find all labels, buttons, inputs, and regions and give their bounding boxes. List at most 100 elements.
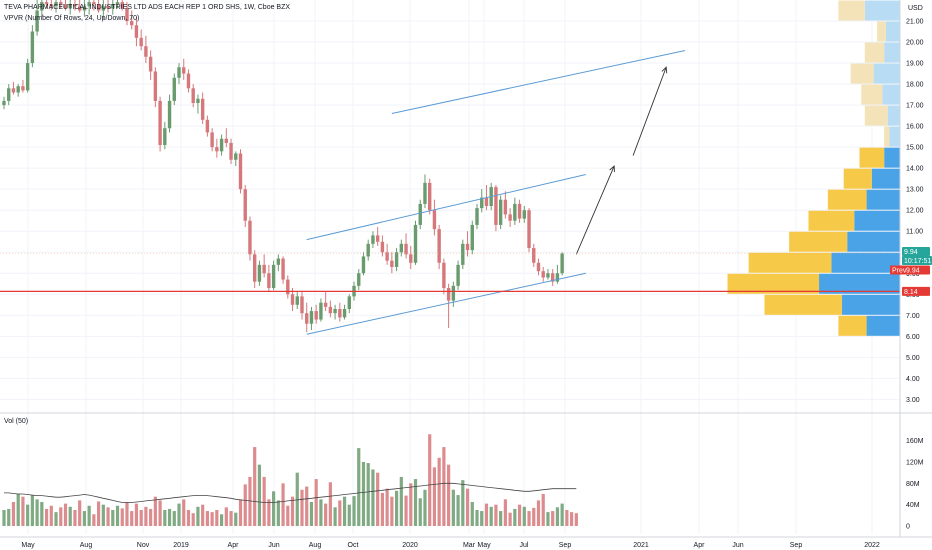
candle: [465, 231, 470, 257]
candle: [49, 0, 53, 11]
volume-bar: [82, 511, 87, 526]
volume-bar: [517, 504, 522, 526]
volume-bar: [338, 500, 342, 526]
volume-bar: [295, 472, 299, 526]
candle-body: [498, 199, 503, 225]
candle-body: [399, 243, 404, 253]
candle-body: [177, 67, 181, 78]
volume-bar: [7, 508, 11, 526]
vpvr-down-bar: [748, 252, 832, 273]
candle-body: [560, 253, 564, 274]
trend-drawings[interactable]: [0, 49, 900, 335]
volume-bar: [224, 507, 228, 526]
volume-bar: [376, 472, 380, 526]
volume-bar: [328, 482, 332, 526]
support-price-tag: 8.14: [904, 289, 918, 296]
candle: [385, 243, 389, 265]
candle: [106, 0, 110, 13]
candle: [513, 197, 517, 225]
price-tick-label: 18.00: [906, 82, 924, 89]
volume-bar: [484, 503, 489, 526]
volume-bar: [390, 496, 394, 526]
volume-bar: [461, 480, 465, 526]
candle-body: [508, 214, 512, 221]
candle: [522, 206, 526, 223]
candle-body: [257, 264, 262, 282]
candle-body: [527, 210, 531, 249]
candle-body: [281, 258, 285, 280]
volume-bar: [574, 513, 578, 526]
volume-bar: [570, 512, 574, 526]
volume-bar: [432, 467, 437, 526]
candle-body: [361, 256, 366, 274]
volume-bar: [139, 510, 143, 526]
candle: [200, 92, 205, 125]
candle: [432, 199, 437, 236]
candle-body: [44, 2, 49, 5]
volume-tick-label: 120M: [906, 460, 924, 467]
candle-body: [418, 203, 422, 225]
candle-body: [513, 203, 517, 221]
volume-bar: [551, 511, 555, 526]
candle: [503, 191, 508, 219]
candle-body: [413, 224, 418, 263]
vpvr-down-bar: [877, 21, 886, 42]
volume-bar: [503, 499, 507, 526]
vpvr-up-bar: [819, 273, 900, 294]
price-tick-label: 13.00: [906, 187, 924, 194]
candle-body: [196, 98, 200, 103]
candle-body: [546, 273, 550, 278]
candle-body: [494, 187, 498, 225]
time-tick-label: May: [477, 542, 491, 549]
volume-bar: [153, 496, 157, 526]
candle: [323, 292, 328, 312]
vpvr-legend[interactable]: VPVR (Number Of Rows, 24, Up/Down, 70): [4, 15, 140, 22]
volume-bar: [352, 496, 356, 526]
vpvr-down-bar: [764, 294, 842, 315]
candle-body: [532, 248, 536, 263]
volume-bar: [527, 511, 531, 526]
volume-bar: [399, 476, 403, 526]
projection-arrow-2-head: [661, 66, 668, 74]
candle-body: [49, 4, 53, 7]
candle: [300, 292, 304, 320]
candle: [120, 0, 124, 11]
candle-body: [54, 2, 58, 7]
support-price-tag-bg: [902, 286, 930, 296]
volume-bar: [238, 499, 243, 526]
volume-tick-label: 40M: [906, 502, 920, 509]
candle-body: [470, 224, 474, 251]
vpvr-up-bar: [882, 84, 900, 105]
volume-legend[interactable]: Vol (50): [4, 418, 29, 425]
volume-bar: [499, 511, 503, 526]
prev-tag-label: Prev: [892, 268, 907, 275]
candle-body: [290, 294, 295, 305]
candle: [347, 294, 351, 314]
symbol-legend[interactable]: TEVA PHARMACEUTICAL INDUSTRIES LTD ADS E…: [4, 4, 291, 11]
candle: [73, 0, 77, 11]
volume-bar: [149, 508, 153, 526]
candle: [295, 292, 299, 309]
candle-body: [319, 302, 323, 320]
candle-body: [210, 132, 214, 148]
candle: [182, 58, 186, 80]
candle: [7, 84, 11, 106]
volume-bar: [163, 510, 167, 526]
vpvr-down-bar: [843, 168, 872, 189]
candle-body: [167, 100, 172, 129]
candle-body: [442, 262, 446, 288]
volume-bar: [314, 479, 318, 526]
candle: [338, 302, 342, 322]
candle: [144, 35, 148, 64]
volume-bar: [16, 494, 20, 526]
candle-body: [11, 88, 16, 93]
vpvr-down-bar: [850, 63, 874, 84]
candle-body: [314, 311, 318, 320]
candle: [328, 300, 333, 318]
volume-bar: [21, 496, 25, 526]
price-tick-label: 14.00: [906, 166, 924, 173]
candle-body: [517, 203, 522, 219]
candle: [442, 258, 446, 295]
candle: [437, 224, 441, 270]
